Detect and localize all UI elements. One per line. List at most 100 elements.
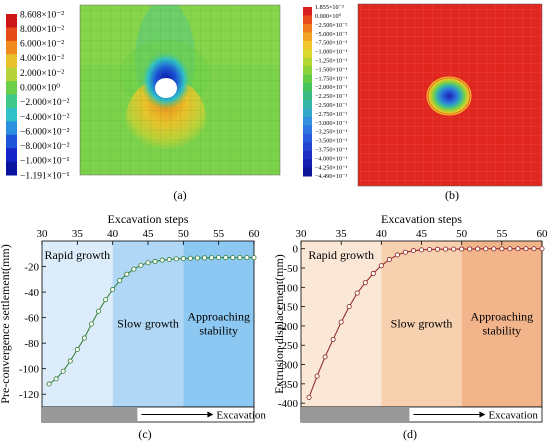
colorbar-b-tick-label: −1.750×10⁻¹ xyxy=(315,75,347,82)
panel-d-label: (d) xyxy=(403,427,417,441)
data-point xyxy=(187,255,193,261)
y-tick-label: -80 xyxy=(24,338,39,350)
y-tick-label: -200 xyxy=(278,321,299,333)
data-point xyxy=(180,256,186,262)
panel-a-colorbar-swatches xyxy=(6,14,17,176)
excavation-progress xyxy=(42,407,138,422)
panel-c-plot: Rapid growth Slow growth Approachingstabil… xyxy=(0,212,266,423)
colorbar-b-swatch xyxy=(303,23,312,33)
x-tick-label: 30 xyxy=(296,228,308,240)
data-point xyxy=(338,319,344,325)
data-point xyxy=(499,246,505,252)
data-point xyxy=(223,255,229,261)
panel-a-colorbar: 8.608×10⁻² 8.000×10⁻² 6.000×10⁻² 4.000×10⁻²… xyxy=(6,10,70,181)
panel-b: 1.855×10⁻³ 0.000×10⁰ −2.500×10⁻² −5.000×10⁻… xyxy=(303,3,543,202)
colorbar-b-swatch xyxy=(303,32,312,42)
x-tick-label: 35 xyxy=(72,228,84,240)
colorbar-a-swatch xyxy=(6,107,17,122)
data-point xyxy=(53,376,59,382)
region-label: Rapid growth xyxy=(44,248,110,262)
colorbar-a-tick-label: −8.000×10⁻² xyxy=(20,142,70,152)
x-tick-label: 50 xyxy=(178,228,190,240)
colorbar-a-swatch xyxy=(6,54,17,69)
data-point xyxy=(244,255,250,261)
panel-b-colorbar-labels: 1.855×10⁻³ 0.000×10⁰ −2.500×10⁻² −5.000×10⁻… xyxy=(315,4,347,180)
data-point xyxy=(81,335,87,341)
data-point xyxy=(194,255,200,261)
data-point xyxy=(523,246,529,252)
excavation-progress xyxy=(301,407,410,422)
colorbar-b-tick-label: −3.500×10⁻¹ xyxy=(315,138,347,145)
panel-c-label: (c) xyxy=(138,427,151,441)
colorbar-a-tick-label: 8.608×10⁻² xyxy=(20,10,64,20)
data-point xyxy=(515,246,521,252)
colorbar-b-tick-label: −2.500×10⁻¹ xyxy=(315,102,347,109)
colorbar-a-swatch xyxy=(6,67,17,82)
colorbar-a-swatch xyxy=(6,40,17,55)
colorbar-b-tick-label: −3.000×10⁻¹ xyxy=(315,120,347,127)
y-tick-label: -350 xyxy=(278,379,299,391)
data-point xyxy=(230,255,236,261)
data-point xyxy=(131,266,137,272)
data-point xyxy=(459,246,465,252)
colorbar-b-swatch xyxy=(303,142,312,152)
data-point xyxy=(138,262,144,268)
panel-b-contour-plot xyxy=(358,4,542,186)
data-point xyxy=(410,248,416,254)
colorbar-a-swatch xyxy=(6,81,17,95)
colorbar-b-tick-label: −2.250×10⁻¹ xyxy=(315,93,347,100)
x-tick-label: 40 xyxy=(107,228,119,240)
x-tick-label: 35 xyxy=(336,228,348,240)
x-axis-title: Excavation steps xyxy=(108,212,189,226)
chart-region xyxy=(112,241,184,407)
colorbar-b-tick-label: −3.250×10⁻¹ xyxy=(315,129,347,136)
colorbar-b-tick-label: 1.855×10⁻³ xyxy=(315,4,344,11)
data-point xyxy=(467,246,473,252)
region-label: Approaching xyxy=(471,310,534,324)
colorbar-b-tick-label: −2.000×10⁻¹ xyxy=(315,84,347,91)
chart-region xyxy=(461,241,542,407)
chart-region xyxy=(183,241,254,407)
colorbar-b-swatch xyxy=(303,7,312,16)
data-point xyxy=(117,278,123,284)
panel-a-label: (a) xyxy=(173,188,186,202)
x-tick-label: 55 xyxy=(213,228,225,240)
colorbar-a-swatch xyxy=(6,121,17,136)
colorbar-a-tick-label: 6.000×10⁻² xyxy=(20,40,64,50)
colorbar-b-swatch xyxy=(303,99,312,109)
y-tick-label: -250 xyxy=(278,340,299,352)
data-point xyxy=(166,257,172,263)
panel-b-label: (b) xyxy=(445,188,459,202)
colorbar-a-swatch xyxy=(6,94,17,109)
y-axis-title: Pre-convergence settlement(mm) xyxy=(0,244,12,403)
x-tick-label: 45 xyxy=(143,228,155,240)
colorbar-b-tick-label: −2.750×10⁻¹ xyxy=(315,111,347,118)
colorbar-a-swatch xyxy=(6,134,17,149)
colorbar-b-tick-label: −5.000×10⁻² xyxy=(315,31,347,38)
colorbar-b-tick-label: −1.250×10⁻¹ xyxy=(315,58,347,65)
colorbar-b-swatch xyxy=(303,167,312,177)
panel-b-colorbar: 1.855×10⁻³ 0.000×10⁰ −2.500×10⁻² −5.000×10⁻… xyxy=(303,4,347,180)
data-point xyxy=(306,394,312,400)
y-tick-label: -40 xyxy=(24,287,39,299)
data-point xyxy=(346,304,352,310)
data-point xyxy=(483,246,489,252)
data-point xyxy=(418,247,424,253)
x-tick-label: 30 xyxy=(37,228,49,240)
colorbar-b-tick-label: −7.500×10⁻² xyxy=(315,40,347,47)
data-point xyxy=(145,260,151,266)
data-point xyxy=(237,255,243,261)
data-point xyxy=(330,336,336,342)
data-point xyxy=(507,246,513,252)
colorbar-a-tick-label: −6.000×10⁻² xyxy=(20,127,70,137)
region-label: Slow growth xyxy=(391,316,453,330)
excavation-arrowhead xyxy=(207,411,214,418)
x-tick-label: 50 xyxy=(456,228,468,240)
data-point xyxy=(378,263,384,269)
colorbar-b-swatch xyxy=(303,74,312,84)
data-point xyxy=(110,287,116,293)
x-tick-label: 60 xyxy=(537,228,549,240)
data-point xyxy=(322,354,328,360)
data-point xyxy=(88,321,94,327)
colorbar-b-tick-label: −1.000×10⁻¹ xyxy=(315,49,347,56)
